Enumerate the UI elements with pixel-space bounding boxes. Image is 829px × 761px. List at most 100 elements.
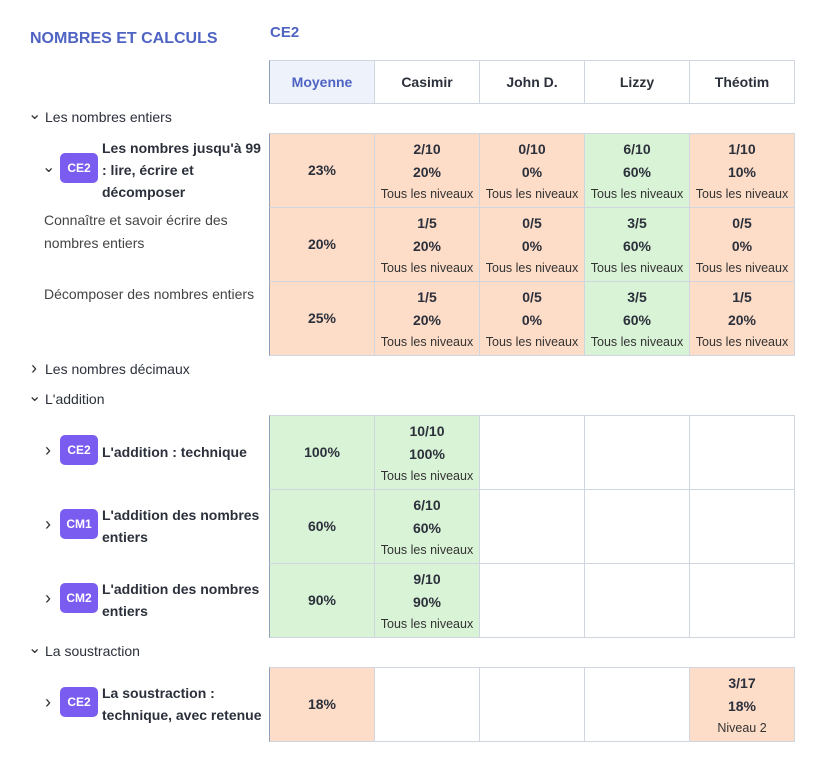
column-header[interactable]: John D. (479, 60, 585, 104)
score-cell (584, 489, 690, 564)
score: 1/5 (732, 288, 752, 305)
score-cell (479, 563, 585, 638)
group-label[interactable]: La soustraction (45, 643, 140, 659)
score: 0/5 (522, 288, 542, 305)
level-note: Tous les niveaux (590, 186, 684, 201)
chevron[interactable]: › (45, 588, 51, 608)
score-cell[interactable]: 3/5 60% Tous les niveaux (584, 207, 690, 282)
score-cell[interactable]: 9/10 90% Tous les niveaux (374, 563, 480, 638)
score-cell[interactable]: 0/5 0% Tous les niveaux (479, 281, 585, 356)
score: 1/10 (728, 140, 756, 157)
score-cell (689, 489, 795, 564)
chevron[interactable]: ⌄ (28, 106, 42, 123)
average-cell: 60% (269, 489, 375, 564)
section-title: NOMBRES ET CALCULS (30, 30, 218, 47)
score: 6/10 (623, 140, 651, 157)
percent: 0% (521, 237, 543, 254)
score: 3/5 (627, 288, 647, 305)
score-cell[interactable]: 10/10 100% Tous les niveaux (374, 415, 480, 490)
skill-label[interactable]: L'addition des nombres entiers (102, 581, 260, 619)
group-label[interactable]: Les nombres entiers (45, 109, 172, 125)
score: 3/5 (627, 214, 647, 231)
group-label[interactable]: L'addition (45, 391, 105, 407)
score: 2/10 (413, 140, 441, 157)
score: 6/10 (413, 496, 441, 513)
group-label[interactable]: Les nombres décimaux (45, 361, 190, 377)
level-badge: CE2 (60, 435, 98, 465)
score: 1/5 (417, 288, 437, 305)
percent: 60% (412, 519, 442, 536)
score: 9/10 (413, 570, 441, 587)
average-cell: 23% (269, 133, 375, 208)
percent: 90% (412, 593, 442, 610)
percent: 60% (622, 237, 652, 254)
column-header[interactable]: Casimir (374, 60, 480, 104)
percent: 0% (731, 237, 753, 254)
percent: 18% (727, 697, 757, 714)
chevron[interactable]: › (31, 358, 37, 378)
average-cell: 100% (269, 415, 375, 490)
score-cell[interactable]: 2/10 20% Tous les niveaux (374, 133, 480, 208)
score-cell[interactable]: 3/5 60% Tous les niveaux (584, 281, 690, 356)
level-note: Tous les niveaux (485, 186, 579, 201)
skill-label[interactable]: L'addition : technique (102, 444, 247, 460)
skill-label[interactable]: L'addition des nombres entiers (102, 507, 260, 545)
percent: 0% (521, 311, 543, 328)
chevron[interactable]: › (45, 692, 51, 712)
level-badge: CE2 (60, 687, 98, 717)
chevron[interactable]: ⌄ (42, 159, 56, 176)
score-cell[interactable]: 1/5 20% Tous les niveaux (374, 207, 480, 282)
score-cell (584, 563, 690, 638)
percent: 100% (409, 445, 445, 462)
level-note: Tous les niveaux (380, 186, 474, 201)
chevron[interactable]: ⌄ (28, 640, 42, 657)
level-badge: CE2 (60, 153, 98, 183)
chevron[interactable]: ⌄ (28, 388, 42, 405)
score-cell[interactable]: 0/10 0% Tous les niveaux (479, 133, 585, 208)
percent: 10% (727, 163, 757, 180)
average-cell: 25% (269, 281, 375, 356)
chevron[interactable]: › (45, 440, 51, 460)
level-note: Tous les niveaux (380, 616, 474, 631)
score-cell[interactable]: 6/10 60% Tous les niveaux (374, 489, 480, 564)
score-cell (479, 667, 585, 742)
sub-skill-label[interactable]: Décomposer des nombres entiers (44, 286, 255, 302)
percent: 20% (412, 163, 442, 180)
column-header[interactable]: Lizzy (584, 60, 690, 104)
score: 10/10 (409, 422, 445, 439)
percent: 20% (727, 311, 757, 328)
level-badge: CM2 (60, 583, 98, 613)
score-cell (479, 489, 585, 564)
average-cell: 18% (269, 667, 375, 742)
score-cell[interactable]: 0/5 0% Tous les niveaux (689, 207, 795, 282)
level-badge: CM1 (60, 509, 98, 539)
score: 0/10 (518, 140, 546, 157)
score-cell[interactable]: 0/5 0% Tous les niveaux (479, 207, 585, 282)
score-cell (479, 415, 585, 490)
column-header[interactable]: Théotim (689, 60, 795, 104)
level-note: Tous les niveaux (590, 260, 684, 275)
level-note: Tous les niveaux (380, 334, 474, 349)
score-cell[interactable]: 6/10 60% Tous les niveaux (584, 133, 690, 208)
score: 0/5 (522, 214, 542, 231)
level-note: Niveau 2 (717, 720, 767, 735)
score-cell (584, 667, 690, 742)
score: 0/5 (732, 214, 752, 231)
score-cell[interactable]: 1/10 10% Tous les niveaux (689, 133, 795, 208)
skill-label[interactable]: La soustraction : technique, avec retenu… (102, 685, 262, 723)
score-cell[interactable]: 1/5 20% Tous les niveaux (374, 281, 480, 356)
level-note: Tous les niveaux (380, 260, 474, 275)
score-cell (584, 415, 690, 490)
level-note: Tous les niveaux (380, 542, 474, 557)
score-cell[interactable]: 3/17 18% Niveau 2 (689, 667, 795, 742)
chevron[interactable]: › (45, 514, 51, 534)
score-cell[interactable]: 1/5 20% Tous les niveaux (689, 281, 795, 356)
level-title: CE2 (270, 24, 300, 41)
sub-skill-label[interactable]: Connaître et savoir écrire des nombres e… (44, 212, 228, 251)
level-note: Tous les niveaux (695, 260, 789, 275)
percent: 60% (622, 311, 652, 328)
average-cell: 20% (269, 207, 375, 282)
percent: 0% (521, 163, 543, 180)
level-note: Tous les niveaux (485, 334, 579, 349)
skill-label[interactable]: Les nombres jusqu'à 99 : lire, écrire et… (102, 140, 261, 200)
